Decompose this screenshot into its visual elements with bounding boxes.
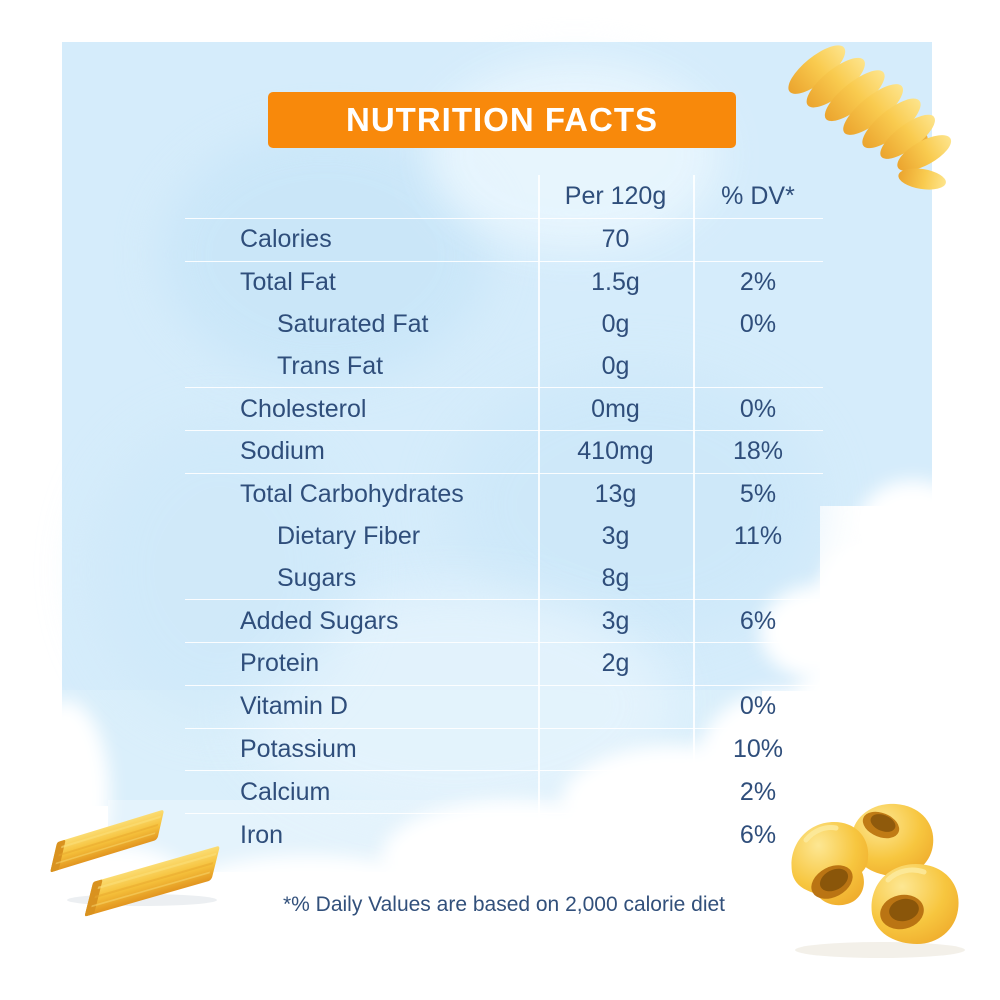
nutrition-table: Per 120g % DV* Calories 70 Total Fat 1.5… (185, 175, 823, 856)
nutrient-label: Saturated Fat (277, 309, 429, 338)
nutrient-label: Sodium (240, 437, 325, 466)
fusilli-pasta-image (788, 45, 952, 190)
nutrient-daily-value: 0% (739, 309, 777, 338)
column-divider-line (693, 175, 695, 845)
nutrient-daily-value: 6% (739, 606, 777, 635)
nutrient-label: Potassium (240, 734, 357, 763)
daily-values-footnote: *% Daily Values are based on 2,000 calor… (282, 893, 726, 916)
table-row: Cholesterol 0mg 0% (185, 387, 823, 430)
nutrient-amount: 0mg (591, 394, 640, 423)
nutrient-daily-value: 18% (732, 437, 784, 466)
nutrient-label: Iron (240, 820, 284, 849)
nutrient-label: Sugars (277, 563, 357, 592)
nutrient-amount: 0g (601, 309, 630, 338)
column-header-dv: % DV* (721, 182, 795, 210)
table-row: Protein 2g (185, 641, 823, 685)
nutrient-label: Vitamin D (240, 692, 348, 721)
nutrient-amount: 2g (601, 649, 630, 678)
nutrient-daily-value: 6% (739, 820, 777, 849)
nutrient-daily-value: 0% (739, 692, 777, 721)
table-row: Vitamin D 0% (185, 684, 823, 728)
column-header-per-120g: Per 120g (564, 182, 667, 210)
table-row: Calcium 2% (185, 770, 823, 813)
page-title: NUTRITION FACTS (346, 101, 658, 138)
penne-pasta-image (50, 810, 220, 917)
table-row: Trans Fat 0g (185, 345, 823, 387)
nutrition-facts-header: NUTRITION FACTS (268, 92, 736, 148)
nutrient-amount: 3g (601, 521, 630, 550)
nutrient-amount: 1.5g (591, 268, 640, 297)
nutrient-amount: 0g (601, 351, 630, 380)
nutrient-label: Calcium (240, 777, 331, 806)
nutrient-daily-value: 2% (739, 777, 777, 806)
wash-patch (90, 420, 350, 720)
nutrient-label: Added Sugars (240, 606, 399, 635)
nutrient-label: Dietary Fiber (277, 521, 421, 550)
nutrient-daily-value: 11% (733, 521, 783, 550)
nutrient-daily-value: 10% (732, 734, 784, 763)
nutrient-label: Trans Fat (277, 351, 384, 380)
column-divider-line (538, 175, 540, 845)
nutrient-amount: 8g (601, 563, 630, 592)
nutrient-amount: 70 (601, 225, 630, 254)
table-row: Total Fat 1.5g 2% (185, 260, 823, 304)
nutrition-table-body: Calories 70 Total Fat 1.5g 2% Saturated … (185, 218, 823, 856)
table-row: Sugars 8g (185, 557, 823, 599)
nutrient-daily-value: 2% (739, 268, 777, 297)
nutrient-label: Cholesterol (240, 394, 367, 423)
nutrient-label: Calories (240, 225, 332, 254)
table-row: Sodium 410mg 18% (185, 429, 823, 473)
table-row: Saturated Fat 0g 0% (185, 304, 823, 346)
table-header-row: Per 120g % DV* (185, 175, 823, 218)
pipe-rigate-pasta-image (791, 803, 965, 958)
table-row: Dietary Fiber 3g 11% (185, 516, 823, 558)
table-row: Total Carbohydrates 13g 5% (185, 472, 823, 516)
table-row: Calories 70 (185, 218, 823, 261)
nutrient-daily-value: 0% (739, 394, 777, 423)
nutrient-label: Total Fat (240, 268, 336, 297)
nutrient-label: Total Carbohydrates (240, 480, 464, 509)
table-row: Iron 6% (185, 813, 823, 856)
nutrient-label: Protein (240, 649, 320, 678)
nutrient-amount: 13g (594, 480, 637, 509)
nutrient-amount: 3g (601, 606, 630, 635)
table-row: Added Sugars 3g 6% (185, 599, 823, 642)
nutrient-daily-value: 5% (739, 480, 777, 509)
nutrient-amount: 410mg (577, 437, 654, 466)
table-row: Potassium 10% (185, 727, 823, 771)
